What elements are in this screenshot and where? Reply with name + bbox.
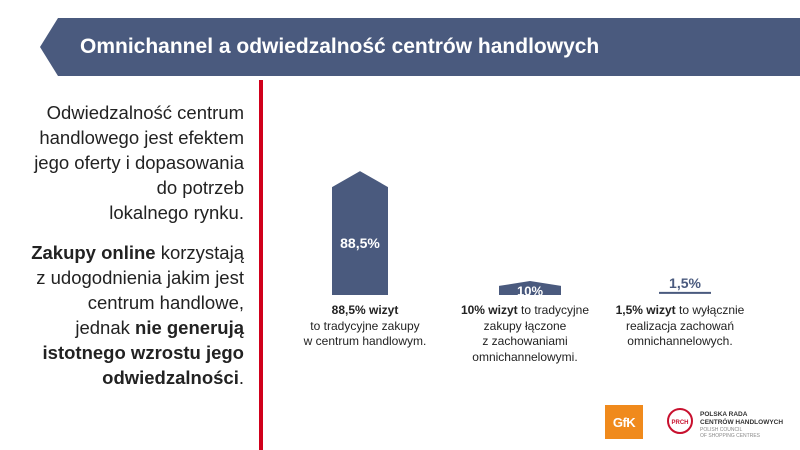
bold-text: nie generują (135, 317, 244, 338)
bar-1 (499, 281, 561, 295)
prch-logo-text: POLSKA RADA CENTRÓW HANDLOWYCH POLISH CO… (700, 411, 783, 439)
prch-mark-text: PRCH (671, 420, 688, 426)
bold-text: odwiedzalności (102, 367, 239, 388)
text-line: odwiedzalności. (14, 365, 244, 390)
bar-value-label-2: 1,5% (669, 275, 701, 291)
online-shopping-paragraph: Zakupy online korzystają z udogodnienia j… (14, 240, 244, 390)
caption-text: to wyłącznie (675, 303, 745, 317)
bar-value-label-0: 88,5% (340, 235, 380, 251)
page-title: Omnichannel a odwiedzalność centrów hand… (80, 35, 600, 58)
caption-line: omnichannelowymi. (445, 350, 605, 366)
text-run: jednak (75, 317, 136, 338)
caption-line: zakupy łączone (445, 319, 605, 335)
visit-share-chart: 88,5% 10% 1,5% (332, 171, 711, 299)
text-run: z udogodnienia jakim jest (36, 267, 244, 288)
caption-line: 10% wizyt to tradycyjne (445, 303, 605, 319)
caption-text: to tradycyjne zakupy (310, 318, 420, 333)
text-line: centrum handlowe, (14, 290, 244, 315)
bar-value-label-1: 10% (517, 284, 543, 299)
caption-bold-text: 10% wizyt (460, 303, 518, 317)
caption-text: omnichannelowymi. (472, 349, 578, 364)
caption-text: w centrum handlowym. (303, 334, 427, 348)
caption-text: zakupy łączone (483, 318, 567, 333)
caption-line: to tradycyjne zakupy (295, 319, 435, 335)
title-banner: Omnichannel a odwiedzalność centrów hand… (0, 18, 800, 76)
text-line: Odwiedzalność centrum (46, 102, 244, 123)
red-divider (259, 80, 263, 450)
caption-text: omnichannelowych. (627, 334, 733, 348)
caption-bold-text: 88,5% wizyt (331, 303, 399, 317)
banner-shape (40, 18, 800, 76)
caption-line: 88,5% wizyt (295, 303, 435, 319)
intro-paragraph: Odwiedzalność centrum handlowego jest efe… (14, 100, 244, 225)
text-line: do potrzeb (156, 177, 244, 198)
gfk-logo: GfK (605, 405, 643, 439)
bar-caption-2: 1,5% wizyt to wyłącznie realizacja zachow… (605, 303, 755, 350)
bold-text: Zakupy online (31, 242, 156, 263)
bold-text: istotnego wzrostu jego (42, 342, 244, 363)
text-line: jego oferty i dopasowania (34, 152, 244, 173)
text-line: z udogodnienia jakim jest (14, 265, 244, 290)
caption-text: realizacja zachowań (625, 318, 735, 333)
text-run: centrum handlowe, (87, 292, 244, 313)
text-line: Zakupy online korzystają (14, 240, 244, 265)
caption-bold-text: 1,5% wizyt (615, 303, 676, 317)
prch-name-line-1: POLSKA RADA (700, 411, 748, 418)
bar-caption-1: 10% wizyt to tradycyjne zakupy łączone z z… (445, 303, 605, 365)
caption-text: z zachowaniami (482, 334, 568, 348)
caption-line: z zachowaniami (445, 334, 605, 350)
prch-sub-line-1: POLISH COUNCIL (700, 427, 743, 433)
text-run: korzystają (155, 242, 244, 263)
caption-line: 1,5% wizyt to wyłącznie (605, 303, 755, 319)
text-line: handlowego jest efektem (39, 127, 244, 148)
text-run: . (238, 367, 244, 388)
bar-caption-0: 88,5% wizyt to tradycyjne zakupy w centrum… (295, 303, 435, 350)
caption-line: realizacja zachowań (605, 319, 755, 335)
prch-name-line-2: CENTRÓW HANDLOWYCH (700, 419, 784, 426)
caption-text: to tradycyjne (517, 303, 590, 317)
prch-sub-line-2: OF SHOPPING CENTRES (700, 433, 761, 439)
text-line: jednak nie generują (14, 315, 244, 340)
caption-line: w centrum handlowym. (295, 334, 435, 350)
text-line: istotnego wzrostu jego (14, 340, 244, 365)
caption-line: omnichannelowych. (605, 334, 755, 350)
text-line: lokalnego rynku. (109, 202, 244, 223)
prch-logo-mark: PRCH (667, 408, 693, 434)
bar-0 (332, 171, 388, 295)
